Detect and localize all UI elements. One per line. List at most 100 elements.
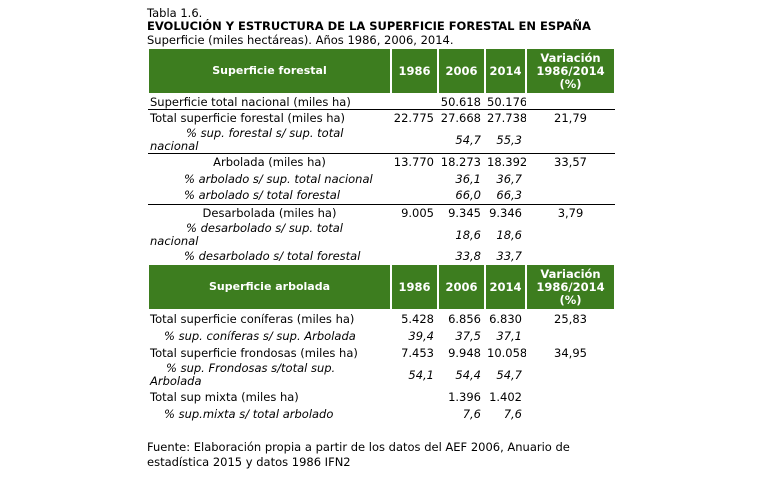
cell-variation	[526, 327, 615, 344]
table-row: Total superficie frondosas (miles ha) 7.…	[148, 344, 615, 361]
table-row: Arbolada (miles ha) 13.770 18.273 18.392…	[148, 152, 615, 170]
table-row: % desarbolado s/ total forestal 33,8 33,…	[148, 248, 615, 265]
cell-2006: 66,0	[455, 188, 481, 203]
cell-1986	[391, 170, 438, 187]
row-label: % sup. coníferas s/ sup. Arbolada	[164, 328, 356, 343]
cell-variation	[526, 388, 615, 405]
table-row: % sup.mixta s/ total arbolado 7,6 7,6	[148, 405, 615, 422]
cell-2006: 1.396	[448, 389, 481, 404]
row-label: % sup. Frondosas s/total sup. Arbolada	[148, 361, 391, 388]
cell-2014: 36,7	[496, 171, 522, 186]
cell-1986: 9.005	[391, 203, 438, 221]
cell-2014: 55,3	[496, 132, 522, 147]
cell-1986: 7.453	[401, 345, 434, 360]
cell-2006: 54,7	[455, 132, 481, 147]
column-header: 2014	[484, 47, 527, 95]
cell-2006: 9.345	[438, 203, 485, 221]
table-row: Total superficie coníferas (miles ha) 5.…	[148, 310, 615, 327]
row-label: % sup. forestal s/ sup. total nacional	[148, 127, 391, 154]
cell-variation	[526, 405, 615, 422]
row-label: % desarbolado s/ total forestal	[148, 248, 391, 265]
row-label: Total superficie forestal (miles ha)	[148, 109, 391, 127]
table-row: Desarbolada (miles ha) 9.005 9.345 9.346…	[148, 203, 615, 221]
cell-1986	[391, 405, 438, 422]
table-figure: Tabla 1.6. EVOLUCIÓN Y ESTRUCTURA DE LA …	[147, 6, 617, 470]
cell-1986	[391, 248, 438, 265]
column-header: 1986	[390, 263, 439, 311]
cell-2006: 18.273	[438, 152, 485, 170]
row-label: Superficie total nacional (miles ha)	[150, 95, 351, 109]
cell-2006: 18,6	[455, 227, 481, 242]
table-row: % sup. coníferas s/ sup. Arbolada 39,4 3…	[148, 327, 615, 344]
cell-1986	[391, 388, 438, 405]
cell-2014: 37,1	[496, 328, 522, 343]
column-header: Superficie arbolada	[147, 263, 392, 311]
table-row: % sup. forestal s/ sup. total nacional 5…	[148, 127, 615, 154]
cell-2014: 27.738	[485, 109, 526, 127]
cell-2014: 10.058	[487, 345, 526, 360]
cell-2014: 50.176	[487, 95, 526, 109]
cell-2014: 18.392	[485, 152, 526, 170]
cell-1986: 5.428	[401, 312, 434, 326]
cell-2006: 7,6	[462, 406, 481, 421]
cell-variation	[526, 94, 615, 110]
table-label: Tabla 1.6.	[147, 6, 203, 20]
cell-2014: 18,6	[496, 227, 522, 242]
cell-2006: 9.948	[448, 345, 481, 360]
row-label: % arbolado s/ total forestal	[184, 188, 341, 203]
cell-2006: 6.856	[448, 312, 481, 326]
cell-variation	[526, 248, 615, 264]
cell-2006: 36,1	[455, 171, 481, 186]
cell-2014: 6.830	[489, 312, 522, 326]
row-label: Desarbolada (miles ha)	[148, 203, 391, 221]
table-row: Total sup mixta (miles ha) 1.396 1.402	[148, 388, 615, 405]
cell-variation	[526, 361, 615, 388]
row-label: % arbolado s/ sup. total nacional	[184, 171, 373, 186]
column-header: Variación 1986/2014 (%)	[525, 47, 616, 95]
cell-variation	[526, 221, 615, 248]
table-row: % arbolado s/ total forestal 66,0 66,3	[148, 187, 615, 204]
cell-variation	[526, 170, 615, 187]
cell-variation	[526, 187, 615, 204]
cell-variation: 34,95	[554, 345, 587, 360]
cell-2006: 27.668	[438, 109, 485, 127]
cell-2006: 33,8	[438, 248, 485, 265]
header-row: Superficie forestal 1986 2006 2014 Varia…	[147, 47, 616, 95]
column-header: 2006	[437, 263, 486, 311]
row-label: Total superficie coníferas (miles ha)	[150, 312, 355, 326]
cell-2006: 37,5	[455, 328, 481, 343]
row-label-text: % sup. forestal s/ sup. total nacional	[150, 126, 344, 153]
row-label: Arbolada (miles ha)	[148, 152, 391, 170]
column-header: Variación 1986/2014 (%)	[525, 263, 616, 311]
cell-2014: 33,7	[485, 248, 526, 265]
row-label-text: % sup. Frondosas s/total sup. Arbolada	[150, 361, 336, 388]
cell-2014: 9.346	[485, 203, 526, 221]
table-title: EVOLUCIÓN Y ESTRUCTURA DE LA SUPERFICIE …	[147, 19, 591, 33]
row-label: % desarbolado s/ sup. total nacional	[148, 221, 391, 248]
row-label: % sup.mixta s/ total arbolado	[164, 406, 334, 421]
row-label: Total superficie frondosas (miles ha)	[150, 345, 358, 360]
header-row: Superficie arbolada 1986 2006 2014 Varia…	[147, 263, 616, 311]
table-row: % arbolado s/ sup. total nacional 36,1 3…	[148, 170, 615, 187]
column-header: 1986	[390, 47, 439, 95]
table-row: % desarbolado s/ sup. total nacional 18,…	[148, 221, 615, 248]
cell-1986: 39,4	[408, 328, 434, 343]
cell-1986	[391, 187, 438, 204]
cell-1986: 22.775	[391, 109, 438, 127]
cell-2006: 50.618	[440, 95, 481, 109]
cell-variation: 3,79	[526, 203, 615, 221]
cell-2014: 66,3	[496, 188, 522, 203]
column-header: Superficie forestal	[147, 47, 392, 95]
cell-variation: 33,57	[526, 152, 615, 170]
column-header: 2014	[484, 263, 527, 311]
cell-variation: 21,79	[526, 109, 615, 127]
table-subtitle: Superficie (miles hectáreas). Años 1986,…	[147, 33, 454, 47]
source-note: Fuente: Elaboración propia a partir de l…	[147, 440, 570, 469]
cell-variation	[526, 127, 615, 154]
table-row: % sup. Frondosas s/total sup. Arbolada 5…	[148, 361, 615, 388]
row-label-text: % desarbolado s/ sup. total nacional	[150, 221, 344, 248]
cell-1986	[391, 127, 438, 154]
cell-1986: 13.770	[391, 152, 438, 170]
forest-surface-table: Superficie forestal 1986 2006 2014 Varia…	[147, 47, 616, 422]
table-row: Total superficie forestal (miles ha) 22.…	[148, 109, 615, 127]
